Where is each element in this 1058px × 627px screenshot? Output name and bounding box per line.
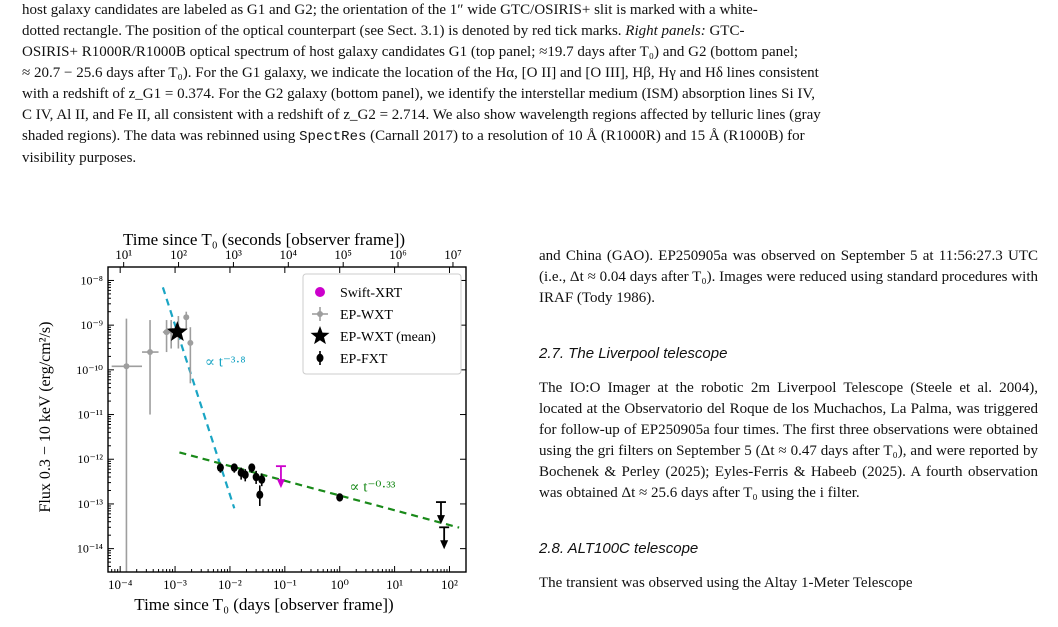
top-tick-label: 10⁴ bbox=[280, 247, 298, 262]
caption-text: shaded regions). The data was rebinned u… bbox=[22, 128, 296, 144]
caption-line: ≈ 20.7 − 25.6 days after T₀). For the G1… bbox=[22, 65, 819, 81]
x-tick-label: 10⁻³ bbox=[163, 577, 187, 592]
fit-label: ∝ t⁻⁰·³³ bbox=[349, 479, 395, 495]
y-tick-label: 10⁻⁹ bbox=[80, 318, 103, 332]
top-tick-label: 10⁵ bbox=[334, 247, 352, 262]
data-point bbox=[248, 463, 256, 472]
data-point bbox=[163, 329, 170, 336]
y-tick-label: 10⁻¹² bbox=[77, 452, 103, 466]
x-tick-label: 10⁻¹ bbox=[273, 577, 297, 592]
data-point bbox=[183, 314, 190, 321]
y-tick-label: 10⁻¹⁰ bbox=[76, 363, 103, 377]
caption-text: (Carnall 2017) to a resolution of 10 Å (… bbox=[370, 128, 805, 144]
caption-text: dotted rectangle. The position of the op… bbox=[22, 23, 622, 39]
plot-frame bbox=[107, 266, 467, 573]
caption-line: host galaxy candidates are labeled as G1… bbox=[22, 2, 758, 18]
data-point bbox=[187, 339, 194, 346]
legend-label: EP-WXT bbox=[340, 308, 393, 323]
caption-line: with a redshift of z_G1 = 0.374. For the… bbox=[22, 86, 816, 102]
data-point bbox=[241, 470, 249, 479]
y-tick-label: 10⁻¹¹ bbox=[77, 408, 103, 422]
x-tick-label: 10⁰ bbox=[331, 577, 349, 592]
y-tick-label: 10⁻⁸ bbox=[80, 273, 103, 287]
data-point-star bbox=[166, 321, 188, 341]
right-column: and China (GAO). EP250905a was observed … bbox=[539, 246, 1038, 594]
legend-marker bbox=[310, 326, 330, 345]
fit-label: ∝ t⁻³·⁸ bbox=[205, 354, 246, 370]
data-point bbox=[252, 472, 260, 482]
caption-line: OSIRIS+ R1000R/R1000B optical spectrum o… bbox=[22, 44, 799, 60]
x-axis-label: Time since T₀ (days [observer frame]) bbox=[134, 595, 393, 614]
paragraph: The transient was observed using the Alt… bbox=[539, 575, 913, 591]
y-tick-label: 10⁻¹⁴ bbox=[77, 542, 103, 556]
data-point bbox=[147, 349, 154, 356]
caption-line: visibility purposes. bbox=[22, 150, 137, 166]
data-point bbox=[216, 463, 224, 472]
section-heading: 2.8. ALT100C telescope bbox=[539, 540, 699, 557]
data-point bbox=[123, 363, 130, 370]
legend-label: EP-WXT (mean) bbox=[340, 330, 436, 345]
top-tick-label: 10¹ bbox=[115, 247, 132, 262]
legend-box bbox=[302, 273, 462, 375]
y-axis-label: Flux 0.3 − 10 keV (erg/cm²/s) bbox=[37, 322, 54, 513]
x-tick-label: 10⁻² bbox=[218, 577, 242, 592]
caption-text: GTC- bbox=[709, 23, 745, 39]
legend-label: EP-FXT bbox=[340, 352, 388, 367]
fit-line bbox=[179, 451, 460, 529]
fit-line bbox=[161, 287, 236, 509]
light-curve-figure: Time since T₀ (seconds [observer frame])… bbox=[20, 222, 490, 622]
legend: Swift-XRT EP-WXT EP-WXT (mean) EP-FXT bbox=[302, 273, 462, 375]
y-tick-label: 10⁻¹³ bbox=[77, 497, 103, 511]
light-curve-chart: Time since T₀ (seconds [observer frame])… bbox=[37, 230, 467, 614]
figure-caption: host galaxy candidates are labeled as G1… bbox=[22, 0, 1038, 169]
caption-line: shaded regions). The data was rebinned u… bbox=[22, 126, 1038, 148]
paragraph: and China (GAO). EP250905a was observed … bbox=[539, 248, 1038, 306]
data-point bbox=[230, 463, 238, 472]
x-tick-label: 10² bbox=[441, 577, 458, 592]
upper-limit-arrow bbox=[436, 515, 445, 525]
caption-line: C IV, Al II, and Fe II, all consistent w… bbox=[22, 107, 821, 123]
top-tick-label: 10³ bbox=[225, 247, 242, 262]
data-point bbox=[336, 493, 344, 502]
legend-marker bbox=[315, 287, 325, 297]
legend-marker bbox=[317, 311, 323, 317]
section-heading: 2.7. The Liverpool telescope bbox=[539, 345, 728, 362]
data-point bbox=[258, 475, 266, 484]
top-tick-label: 10⁷ bbox=[444, 247, 462, 262]
top-tick-label: 10⁶ bbox=[389, 247, 407, 262]
software-name: SpectRes bbox=[299, 129, 367, 145]
paragraph: The IO:O Imager at the robotic 2m Liverp… bbox=[539, 380, 1038, 501]
x-tick-label: 10⁻⁴ bbox=[108, 577, 133, 592]
top-axis-label: Time since T₀ (seconds [observer frame]) bbox=[123, 230, 405, 249]
upper-limit-arrow bbox=[276, 479, 285, 489]
legend-marker bbox=[316, 353, 324, 363]
legend-label: Swift-XRT bbox=[340, 286, 403, 301]
caption-line: dotted rectangle. The position of the op… bbox=[22, 21, 1038, 42]
right-panels-label: Right panels: bbox=[625, 23, 706, 39]
top-tick-label: 10² bbox=[170, 247, 187, 262]
x-tick-label: 10¹ bbox=[386, 577, 403, 592]
upper-limit-arrow bbox=[440, 540, 449, 550]
data-point bbox=[256, 490, 264, 500]
